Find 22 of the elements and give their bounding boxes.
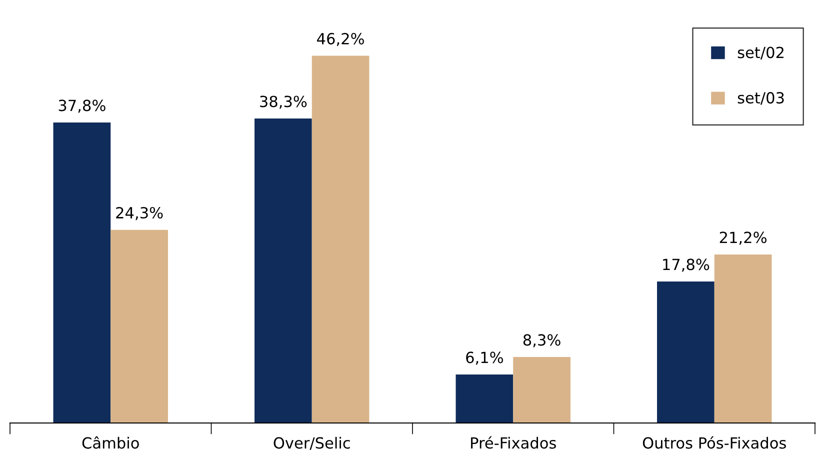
bar — [714, 254, 772, 423]
bar — [456, 374, 514, 423]
bar — [312, 56, 370, 423]
data-label: 21,2% — [720, 232, 766, 245]
data-label: 8,3% — [523, 334, 560, 348]
data-label: 6,1% — [466, 352, 504, 365]
bar — [513, 357, 570, 423]
bar — [110, 230, 168, 423]
legend-label: set/02 — [738, 46, 784, 60]
bar — [53, 122, 111, 423]
data-label: 38,3% — [260, 96, 307, 109]
x-tick-label: Pré-Fixados — [471, 436, 556, 449]
x-tick-label: Over/Selic — [274, 436, 350, 450]
legend-label: set/03 — [738, 92, 784, 105]
data-label: 17,8% — [663, 258, 710, 272]
x-tick-label: Outros Pós-Fixados — [642, 436, 786, 449]
data-label: 37,8% — [58, 100, 106, 113]
bar — [254, 118, 312, 423]
x-tick-label: Câmbio — [82, 436, 139, 449]
bar — [657, 282, 714, 423]
data-label: 24,3% — [116, 206, 163, 220]
data-label: 46,2% — [317, 32, 364, 46]
